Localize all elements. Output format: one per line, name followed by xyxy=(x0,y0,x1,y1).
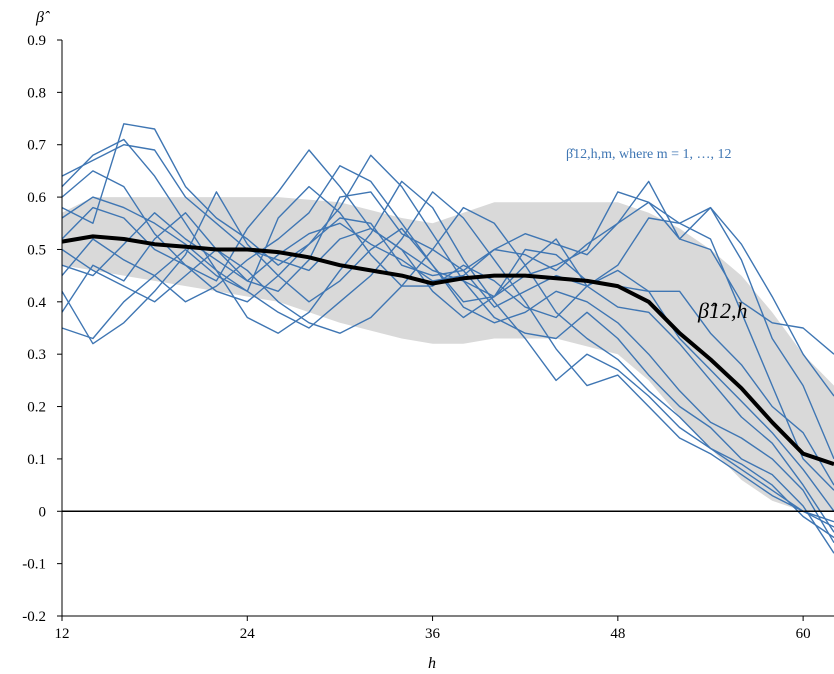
y-tick-label: 0.2 xyxy=(27,400,46,416)
series-line-1 xyxy=(61,123,834,355)
y-tick-label: 0.1 xyxy=(27,452,46,468)
mean-line-layer xyxy=(61,234,834,466)
y-tick-label: 0.6 xyxy=(27,190,46,206)
series-line-10 xyxy=(61,138,834,539)
y-tick-label: 0.9 xyxy=(27,33,46,49)
x-tick-label: 24 xyxy=(240,626,256,642)
mean-line xyxy=(61,234,834,466)
y-axis-title: β̂ xyxy=(35,9,50,26)
x-tick-label: 60 xyxy=(796,626,811,642)
x-tick-label: 12 xyxy=(55,626,70,642)
y-tick-label: 0 xyxy=(39,504,47,520)
y-tick-label: 0.4 xyxy=(27,295,46,311)
y-tick-label: -0.1 xyxy=(22,557,46,573)
series-line-6 xyxy=(61,185,834,512)
series-line-3 xyxy=(61,201,834,491)
series-line-4 xyxy=(61,191,834,397)
tick-labels-layer: -0.2 -0.1 0 0.1 0.2 0.3 0.4 0.5 0.6 0.7 0.8 0.9 12 24… xyxy=(22,33,810,642)
x-tick-label: 36 xyxy=(425,626,441,642)
series-line-7 xyxy=(61,149,834,533)
y-tick-label: 0.7 xyxy=(27,138,46,154)
series-lines-layer xyxy=(61,123,834,554)
confidence-band-layer xyxy=(62,197,834,512)
series-annotation: β̂12,h,m, where m = 1, …, 12 xyxy=(566,147,732,162)
series-line-9 xyxy=(61,154,834,554)
series-line-12 xyxy=(61,206,834,523)
x-axis-title: h xyxy=(428,655,436,672)
y-tick-label: 0.8 xyxy=(27,85,46,101)
series-line-5 xyxy=(61,191,834,486)
axes-layer xyxy=(57,39,834,621)
y-tick-label: 0.3 xyxy=(27,347,46,363)
confidence-band xyxy=(62,197,834,512)
y-tick-label: 0.5 xyxy=(27,242,46,258)
series-line-8 xyxy=(61,164,834,544)
mean-annotation: β̂12,h xyxy=(697,298,747,323)
x-tick-label: 48 xyxy=(610,626,625,642)
y-tick-label: -0.2 xyxy=(22,609,46,625)
